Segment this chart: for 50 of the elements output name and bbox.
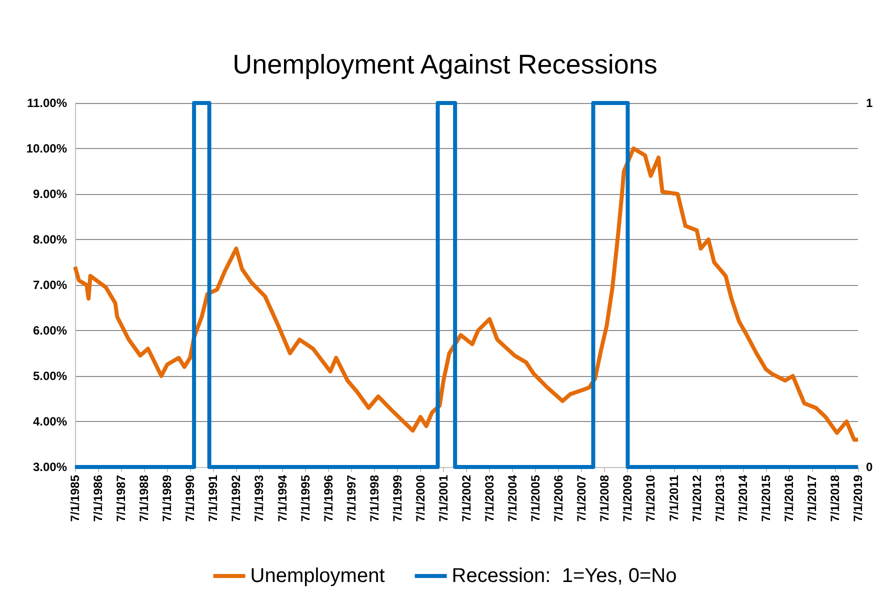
x-tick-label: 7/1/2011 (666, 474, 681, 522)
x-tick-label: 7/1/1998 (367, 474, 382, 522)
x-tick-label: 7/1/2007 (574, 474, 589, 522)
x-tick-label: 7/1/2008 (598, 474, 612, 522)
x-tick-label: 7/1/2016 (782, 474, 796, 522)
x-tick-label: 7/1/1989 (160, 474, 174, 522)
x-tick-label: 7/1/1996 (321, 474, 336, 522)
x-tick-label: 7/1/2018 (828, 474, 842, 522)
x-tick-label: 7/1/1991 (206, 474, 220, 522)
y-tick-label: 5.00% (32, 369, 68, 383)
x-tick-label: 7/1/1995 (298, 474, 312, 522)
x-tick-label: 7/1/1999 (390, 474, 404, 522)
x-tick-label: 7/1/2005 (528, 474, 543, 522)
x-tick-label: 7/1/2013 (712, 474, 727, 522)
x-tick-label: 7/1/1986 (91, 474, 106, 522)
x-tick-label: 7/1/1992 (229, 474, 244, 522)
x-tick-label: 7/1/1994 (275, 474, 290, 522)
x-tick-label: 7/1/2009 (620, 474, 635, 522)
x-tick-label: 7/1/2015 (758, 474, 773, 522)
x-tick-label: 7/1/2004 (506, 474, 520, 522)
y-tick-label: 10.00% (26, 142, 68, 156)
x-tick-label: 7/1/2019 (851, 474, 865, 522)
y-tick-label: 3.00% (32, 460, 68, 474)
x-tick-label: 7/1/2003 (482, 474, 497, 522)
x-tick-label: 7/1/2017 (804, 474, 819, 522)
x-tick-label: 7/1/2001 (436, 474, 450, 522)
x-tick-label: 7/1/1997 (344, 474, 358, 522)
x-tick-label: 7/1/2010 (644, 474, 658, 522)
y-tick-label: 11.00% (26, 96, 68, 110)
chart-title: Unemployment Against Recessions (232, 50, 658, 80)
x-tick-label: 7/1/2002 (460, 474, 474, 522)
y-tick-label: 6.00% (32, 324, 68, 338)
x-tick-label: 7/1/2012 (690, 474, 704, 522)
y-tick-label: 4.00% (32, 414, 68, 428)
x-tick-label: 7/1/1990 (183, 474, 198, 522)
y-tick-label: 8.00% (32, 232, 68, 246)
legend-label: Recession: 1=Yes, 0=No (452, 565, 677, 587)
legend-label: Unemployment (250, 565, 386, 587)
line-series (73, 146, 860, 442)
x-tick-label: 7/1/2006 (552, 474, 566, 522)
x-tick-label: 7/1/2000 (413, 474, 428, 522)
y2-tick-label: 1 (866, 96, 873, 110)
x-tick-label: 7/1/1993 (252, 474, 266, 522)
y-tick-label: 7.00% (32, 278, 68, 292)
x-tick-label: 7/1/2014 (736, 474, 750, 522)
x-tick-label: 7/1/1988 (137, 474, 152, 522)
y-tick-label: 9.00% (32, 187, 68, 201)
x-tick-label: 7/1/1985 (68, 474, 82, 522)
y2-tick-label: 0 (866, 460, 873, 474)
x-tick-label: 7/1/1987 (114, 474, 128, 522)
